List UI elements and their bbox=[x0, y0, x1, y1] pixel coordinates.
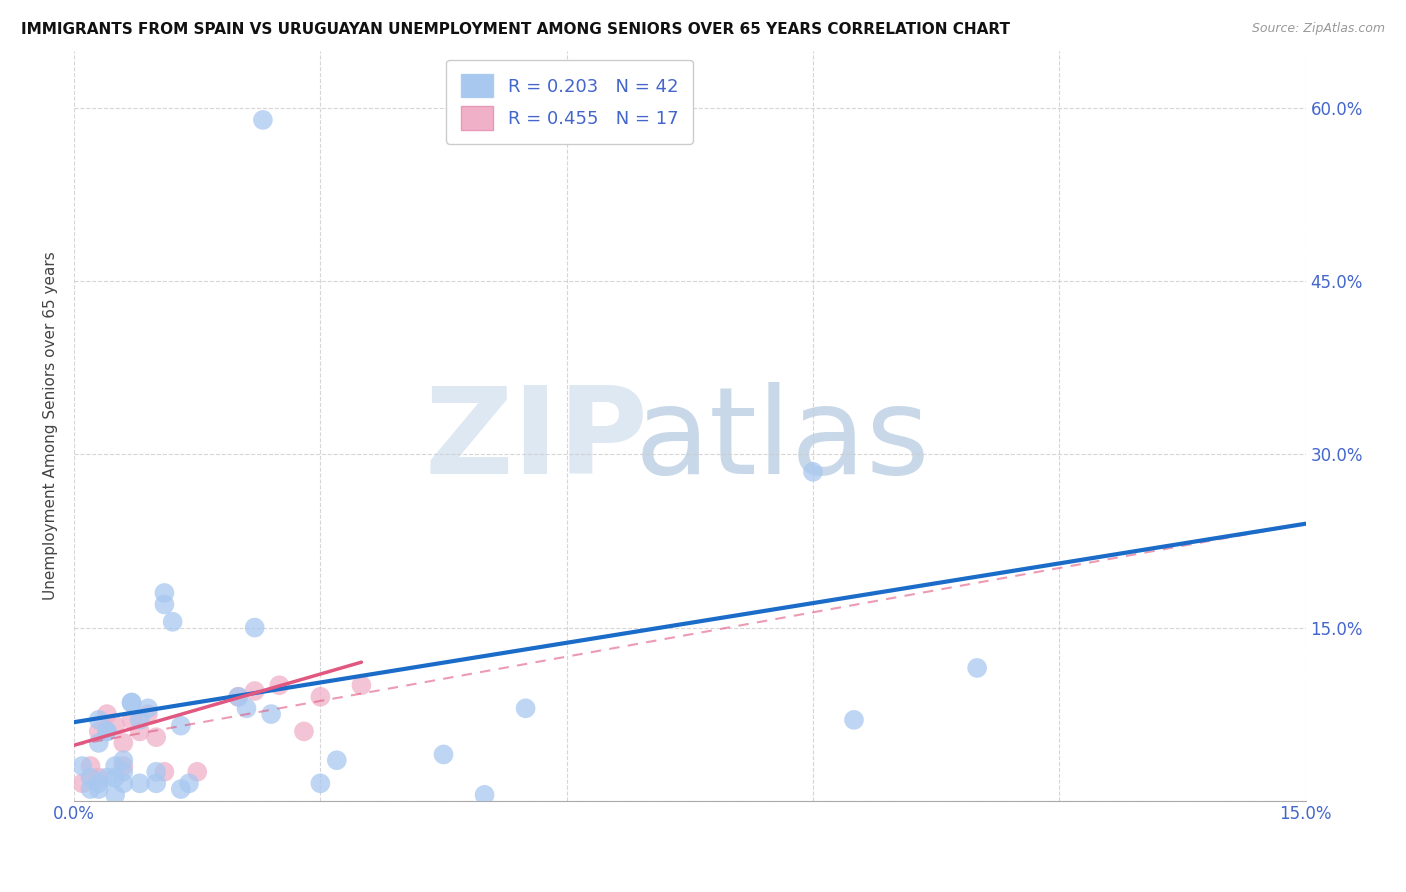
Point bbox=[87, 776, 110, 790]
Point bbox=[96, 707, 118, 722]
Point bbox=[226, 690, 249, 704]
Text: Source: ZipAtlas.com: Source: ZipAtlas.com bbox=[1251, 22, 1385, 36]
Point bbox=[121, 713, 143, 727]
Point bbox=[87, 724, 110, 739]
Point bbox=[96, 771, 118, 785]
Point bbox=[309, 776, 332, 790]
Point bbox=[87, 771, 110, 785]
Point bbox=[87, 782, 110, 797]
Point bbox=[170, 718, 193, 732]
Point bbox=[104, 718, 127, 732]
Point bbox=[128, 776, 150, 790]
Point bbox=[252, 112, 274, 127]
Point bbox=[269, 678, 291, 692]
Y-axis label: Unemployment Among Seniors over 65 years: Unemployment Among Seniors over 65 years bbox=[44, 252, 58, 600]
Point bbox=[153, 598, 176, 612]
Point bbox=[112, 759, 135, 773]
Point bbox=[96, 724, 118, 739]
Point bbox=[153, 586, 176, 600]
Point bbox=[79, 782, 101, 797]
Point bbox=[136, 701, 159, 715]
Text: IMMIGRANTS FROM SPAIN VS URUGUAYAN UNEMPLOYMENT AMONG SENIORS OVER 65 YEARS CORR: IMMIGRANTS FROM SPAIN VS URUGUAYAN UNEMP… bbox=[21, 22, 1010, 37]
Point bbox=[145, 730, 167, 744]
Point bbox=[515, 701, 537, 715]
Point bbox=[153, 764, 176, 779]
Point bbox=[121, 696, 143, 710]
Point bbox=[104, 788, 127, 802]
Point bbox=[104, 759, 127, 773]
Point bbox=[112, 764, 135, 779]
Point bbox=[121, 696, 143, 710]
Point bbox=[243, 684, 266, 698]
Point bbox=[326, 753, 349, 767]
Point bbox=[432, 747, 454, 762]
Point bbox=[104, 771, 127, 785]
Point bbox=[87, 713, 110, 727]
Point bbox=[243, 621, 266, 635]
Point bbox=[177, 776, 200, 790]
Point bbox=[801, 465, 824, 479]
Point bbox=[162, 615, 184, 629]
Point bbox=[170, 782, 193, 797]
Point bbox=[112, 776, 135, 790]
Point bbox=[292, 724, 315, 739]
Point bbox=[966, 661, 988, 675]
Point bbox=[260, 707, 283, 722]
Point bbox=[87, 736, 110, 750]
Point bbox=[79, 771, 101, 785]
Point bbox=[128, 713, 150, 727]
Point bbox=[842, 713, 865, 727]
Point bbox=[145, 776, 167, 790]
Point bbox=[186, 764, 208, 779]
Point bbox=[96, 724, 118, 739]
Point bbox=[112, 753, 135, 767]
Point bbox=[72, 759, 94, 773]
Point bbox=[235, 701, 257, 715]
Point bbox=[350, 678, 373, 692]
Legend: R = 0.203   N = 42, R = 0.455   N = 17: R = 0.203 N = 42, R = 0.455 N = 17 bbox=[446, 60, 693, 144]
Point bbox=[79, 759, 101, 773]
Point bbox=[128, 724, 150, 739]
Point bbox=[136, 707, 159, 722]
Text: atlas: atlas bbox=[634, 382, 929, 500]
Point bbox=[226, 690, 249, 704]
Point bbox=[474, 788, 496, 802]
Point bbox=[112, 736, 135, 750]
Point bbox=[72, 776, 94, 790]
Point bbox=[145, 764, 167, 779]
Text: ZIP: ZIP bbox=[425, 382, 648, 500]
Point bbox=[309, 690, 332, 704]
